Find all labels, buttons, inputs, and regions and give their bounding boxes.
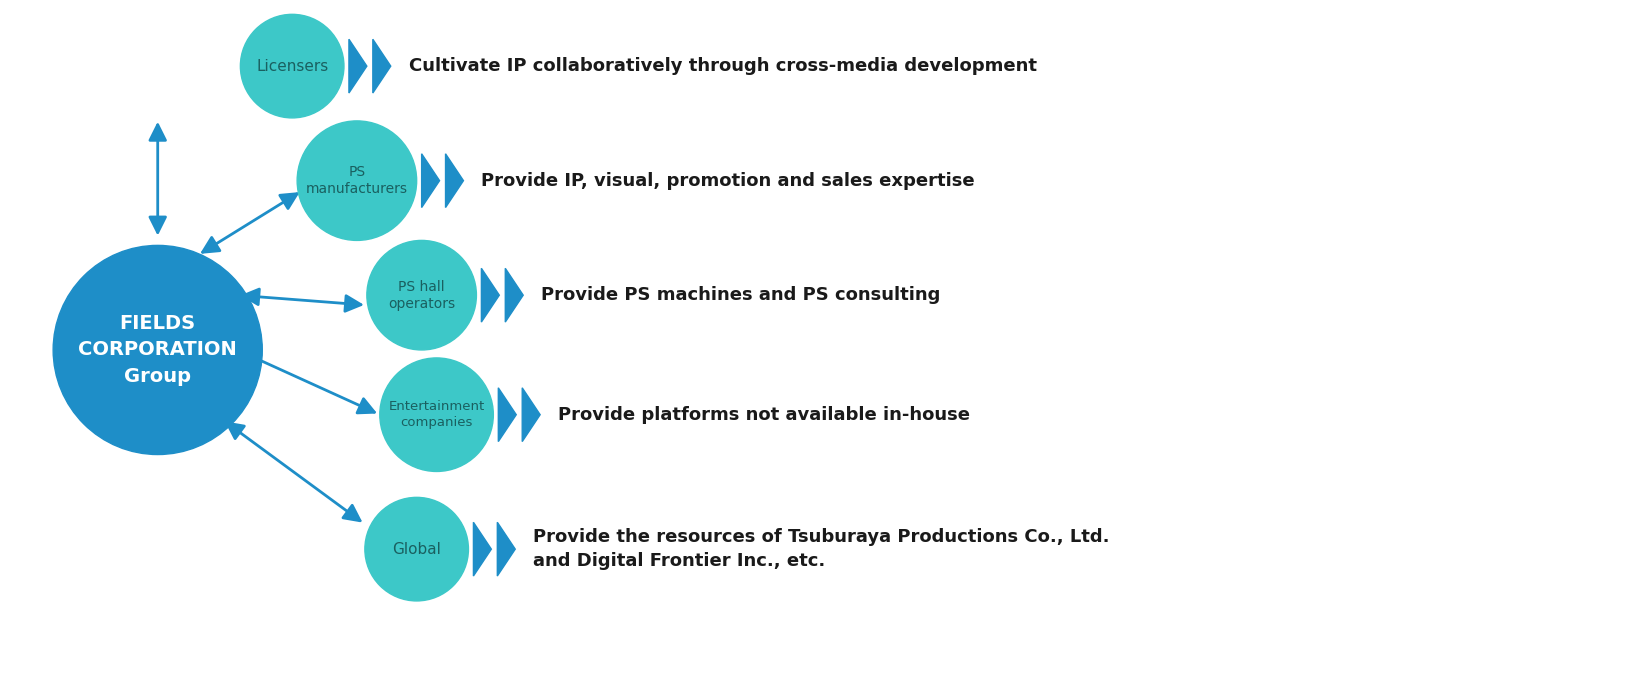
Text: Provide the resources of Tsuburaya Productions Co., Ltd.
and Digital Frontier In: Provide the resources of Tsuburaya Produ… bbox=[533, 528, 1110, 570]
Circle shape bbox=[367, 241, 475, 350]
Text: PS hall
operators: PS hall operators bbox=[388, 279, 456, 311]
Text: Provide PS machines and PS consulting: Provide PS machines and PS consulting bbox=[541, 286, 939, 304]
Polygon shape bbox=[482, 269, 498, 322]
Polygon shape bbox=[498, 388, 516, 441]
Text: Provide IP, visual, promotion and sales expertise: Provide IP, visual, promotion and sales … bbox=[482, 171, 975, 190]
Polygon shape bbox=[349, 39, 367, 93]
Polygon shape bbox=[505, 269, 523, 322]
Circle shape bbox=[364, 497, 469, 601]
Circle shape bbox=[241, 14, 344, 118]
Text: Entertainment
companies: Entertainment companies bbox=[388, 401, 485, 429]
Text: PS
manufacturers: PS manufacturers bbox=[306, 165, 408, 197]
Polygon shape bbox=[497, 522, 515, 576]
Text: Global: Global bbox=[392, 542, 441, 557]
Polygon shape bbox=[446, 154, 464, 207]
Text: Cultivate IP collaboratively through cross-media development: Cultivate IP collaboratively through cro… bbox=[408, 57, 1036, 75]
Circle shape bbox=[380, 358, 493, 471]
Polygon shape bbox=[521, 388, 539, 441]
Text: FIELDS
CORPORATION
Group: FIELDS CORPORATION Group bbox=[79, 314, 238, 386]
Polygon shape bbox=[474, 522, 492, 576]
Circle shape bbox=[297, 121, 416, 241]
Circle shape bbox=[52, 245, 262, 454]
Text: Provide platforms not available in-house: Provide platforms not available in-house bbox=[557, 406, 970, 424]
Polygon shape bbox=[372, 39, 390, 93]
Polygon shape bbox=[421, 154, 439, 207]
Text: Licensers: Licensers bbox=[256, 58, 328, 73]
